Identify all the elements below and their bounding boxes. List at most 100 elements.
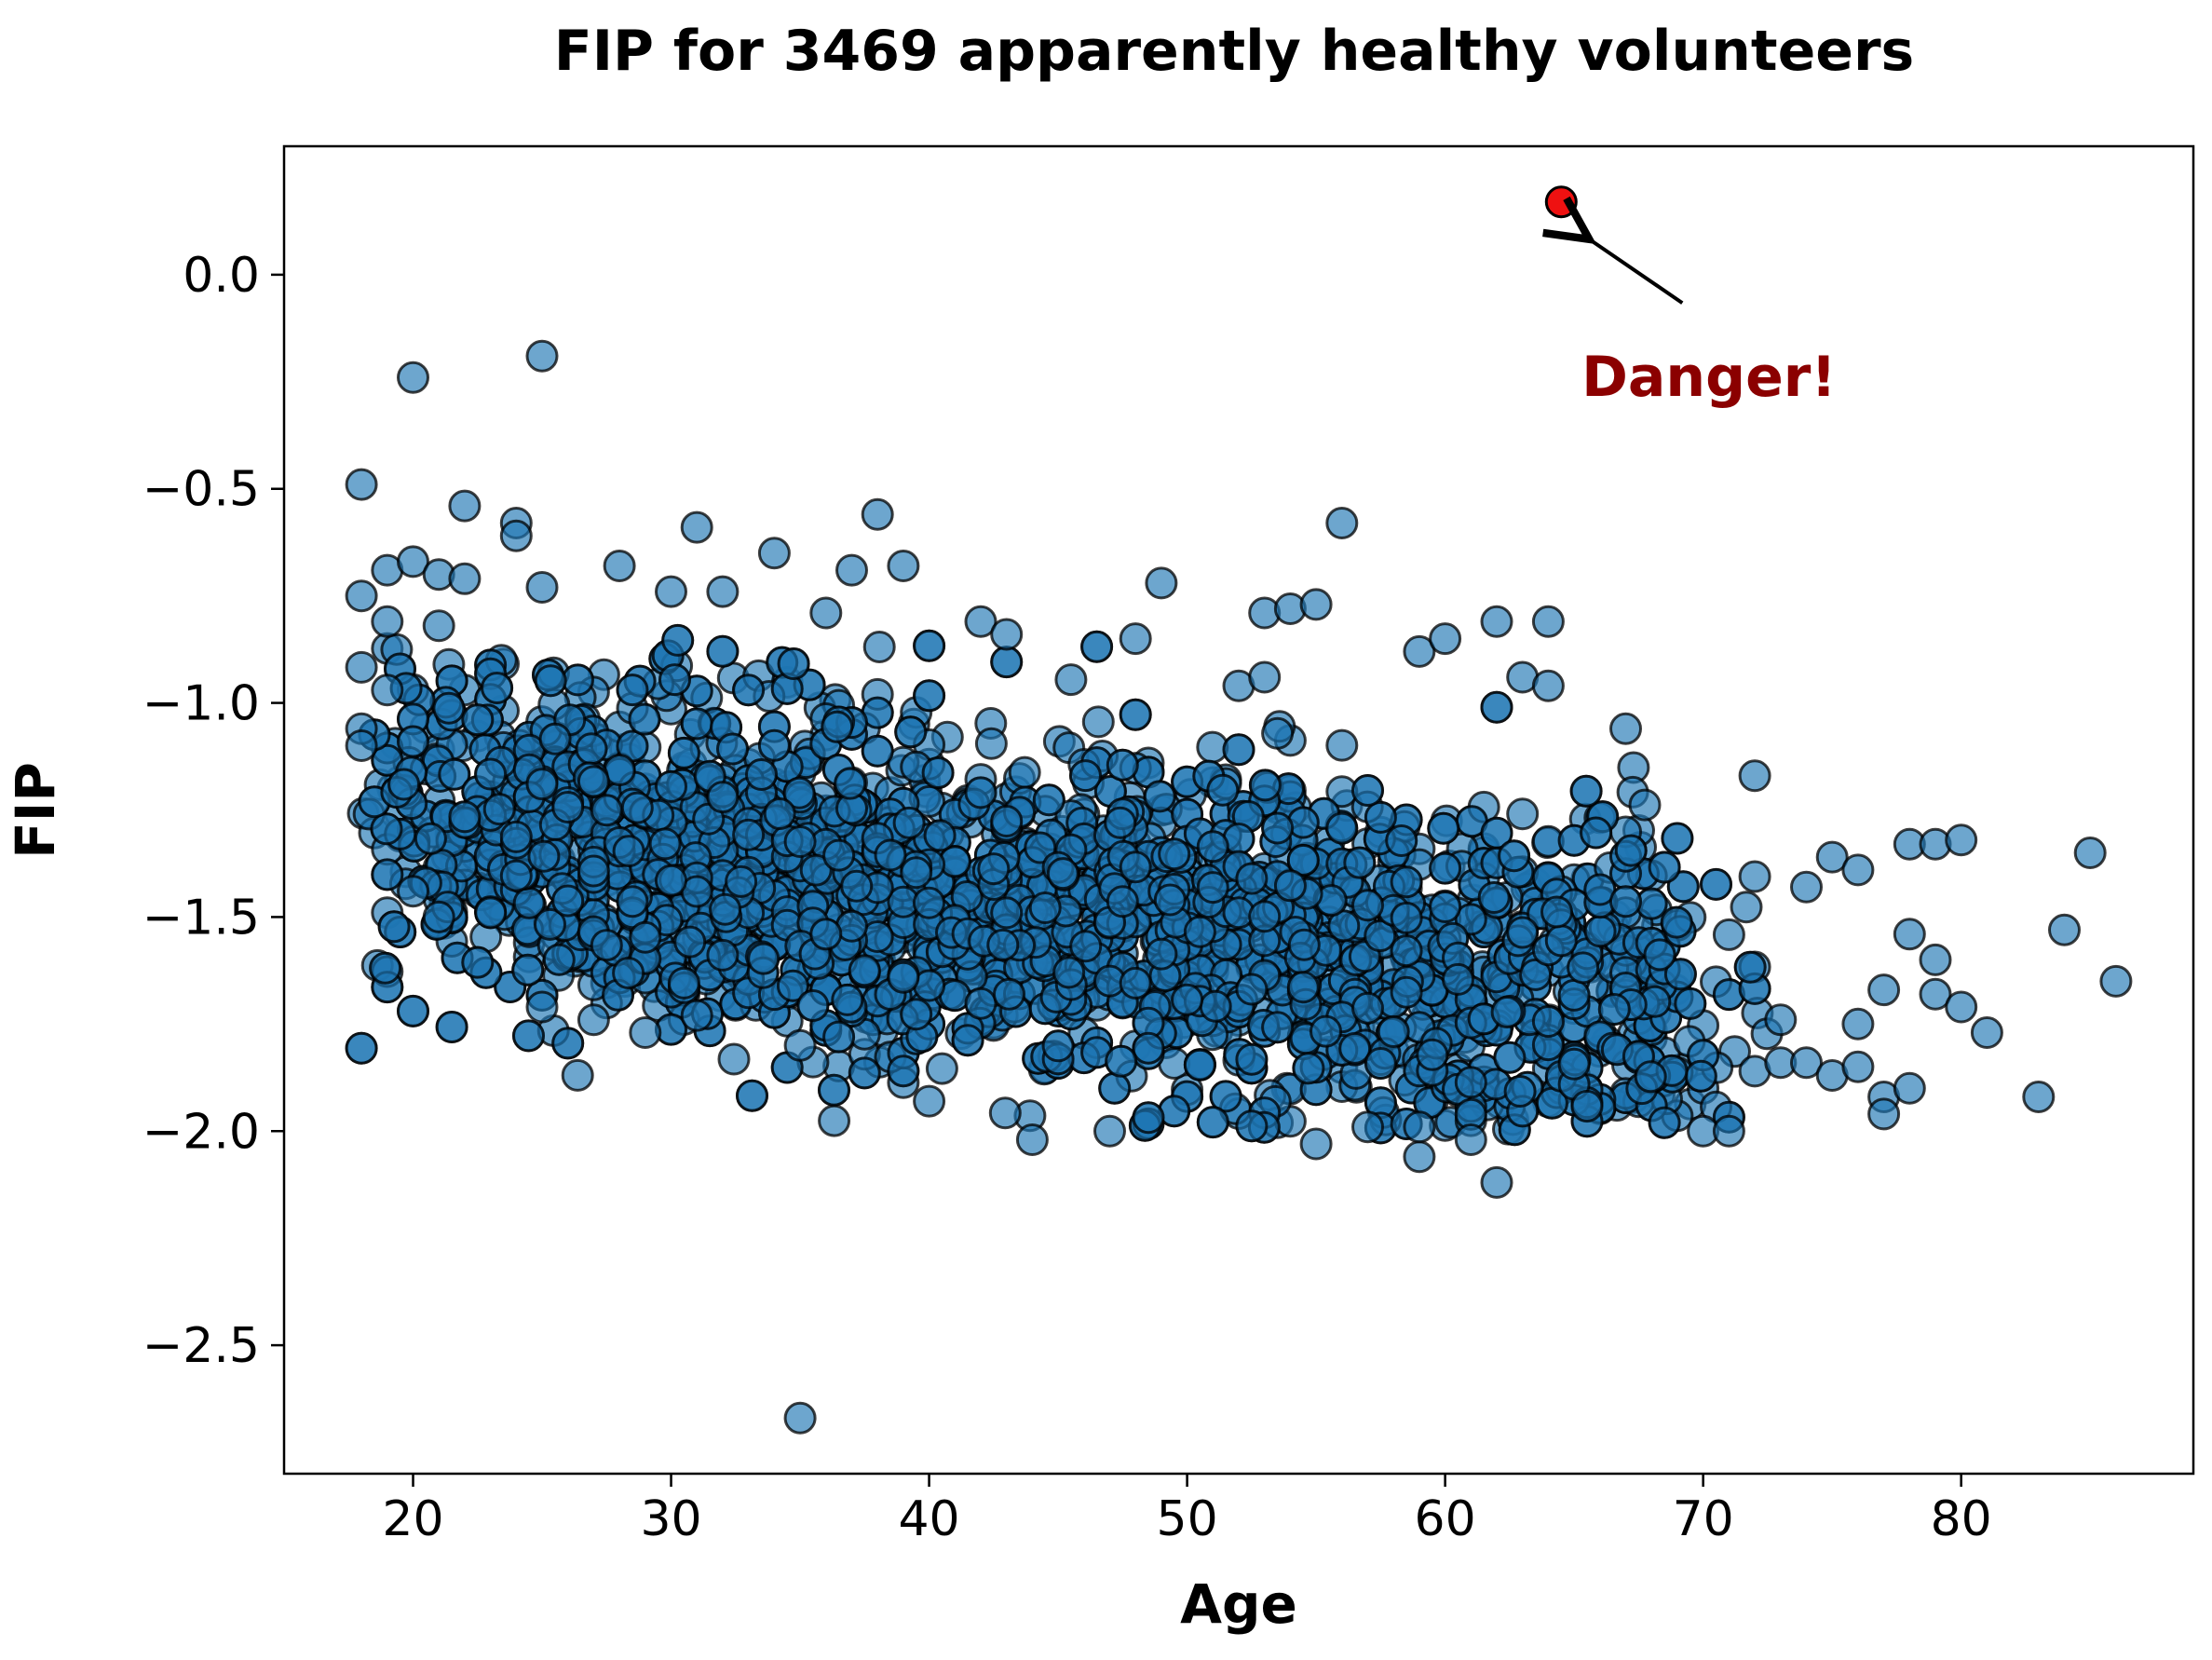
data-point xyxy=(986,928,1020,961)
data-point xyxy=(2022,1081,2056,1113)
data-point xyxy=(861,497,894,531)
data-point xyxy=(525,768,559,801)
data-point xyxy=(590,929,623,962)
data-point xyxy=(1609,712,1642,745)
data-point xyxy=(1531,605,1565,638)
data-point xyxy=(661,623,695,657)
data-point xyxy=(1893,918,1926,951)
data-point xyxy=(397,545,429,578)
data-point xyxy=(951,1024,984,1057)
data-point xyxy=(1544,924,1578,958)
y-tick-label: −1.0 xyxy=(142,676,260,732)
data-point xyxy=(1454,1066,1487,1099)
data-point xyxy=(655,769,687,803)
data-point xyxy=(612,835,645,868)
data-point xyxy=(655,575,687,608)
data-point xyxy=(667,966,700,1000)
data-point xyxy=(680,707,713,741)
data-point xyxy=(887,550,920,582)
data-point xyxy=(1503,1075,1537,1108)
data-point xyxy=(628,702,661,736)
data-point xyxy=(461,946,495,979)
y-tick-label: −2.5 xyxy=(142,1318,260,1374)
data-point xyxy=(1700,867,1732,901)
data-point xyxy=(1292,1052,1325,1085)
data-point xyxy=(990,646,1024,679)
data-point xyxy=(757,537,791,570)
data-point xyxy=(1390,901,1423,934)
data-point xyxy=(648,827,682,861)
data-point xyxy=(782,776,816,810)
data-point xyxy=(887,1055,920,1088)
data-point xyxy=(512,1019,545,1053)
data-point xyxy=(542,943,576,976)
data-point xyxy=(590,794,623,827)
data-point xyxy=(438,757,471,791)
data-point xyxy=(861,734,894,768)
data-point xyxy=(1364,1047,1397,1080)
data-point xyxy=(747,942,780,975)
data-point xyxy=(1351,889,1384,922)
y-axis-label: FIP xyxy=(4,762,67,859)
data-point xyxy=(1557,978,1591,1012)
data-point xyxy=(799,853,833,887)
data-point xyxy=(900,998,933,1031)
data-point xyxy=(1569,774,1603,808)
data-point xyxy=(1945,823,1978,857)
data-point xyxy=(577,1003,610,1037)
data-point xyxy=(448,562,482,595)
x-tick-label: 40 xyxy=(898,1491,959,1547)
data-point xyxy=(1015,1123,1049,1156)
danger-annotation: Danger! xyxy=(1581,345,1837,410)
data-point xyxy=(921,756,955,789)
data-point xyxy=(736,1079,768,1112)
data-point xyxy=(874,838,907,872)
data-point xyxy=(1403,1140,1436,1174)
data-point xyxy=(1567,951,1600,985)
data-point xyxy=(534,907,566,941)
data-point xyxy=(1506,916,1540,949)
data-point xyxy=(776,969,809,1002)
data-point xyxy=(809,596,843,630)
data-point xyxy=(1261,1011,1295,1044)
data-point xyxy=(1325,728,1359,762)
data-point xyxy=(1364,800,1397,834)
data-point xyxy=(1132,1031,1165,1065)
data-point xyxy=(1480,1165,1513,1199)
data-point xyxy=(1054,663,1088,697)
data-point xyxy=(1684,1059,1717,1093)
data-point xyxy=(432,691,466,725)
data-point xyxy=(1351,991,1384,1025)
data-point xyxy=(717,1042,751,1076)
data-point xyxy=(680,510,713,544)
data-point xyxy=(1557,1047,1591,1081)
data-points xyxy=(345,339,2133,1435)
data-point xyxy=(732,674,766,707)
data-point xyxy=(1733,950,1767,984)
data-point xyxy=(612,957,645,989)
data-point xyxy=(1477,881,1511,914)
data-point xyxy=(822,838,856,872)
data-point xyxy=(1199,989,1232,1023)
data-point xyxy=(1046,857,1079,891)
highlight-layer: Danger! xyxy=(1546,185,1837,410)
y-axis-ticks: 0.0 −0.5 −1.0 −1.5 −2.0 −2.5 xyxy=(142,248,284,1374)
data-point xyxy=(1106,885,1139,918)
data-point xyxy=(371,605,404,638)
data-point xyxy=(499,820,533,853)
data-point xyxy=(818,1073,850,1107)
data-point xyxy=(616,674,649,707)
data-point xyxy=(809,918,843,951)
data-point xyxy=(923,819,957,852)
data-point xyxy=(525,339,559,373)
data-point xyxy=(658,663,691,697)
data-point xyxy=(1105,1044,1138,1078)
data-point xyxy=(1143,780,1176,813)
data-point xyxy=(1299,1127,1333,1161)
data-point xyxy=(397,994,429,1027)
data-point xyxy=(1815,840,1849,874)
data-point xyxy=(1287,928,1321,961)
data-point xyxy=(551,791,585,823)
data-point xyxy=(1403,1110,1436,1144)
